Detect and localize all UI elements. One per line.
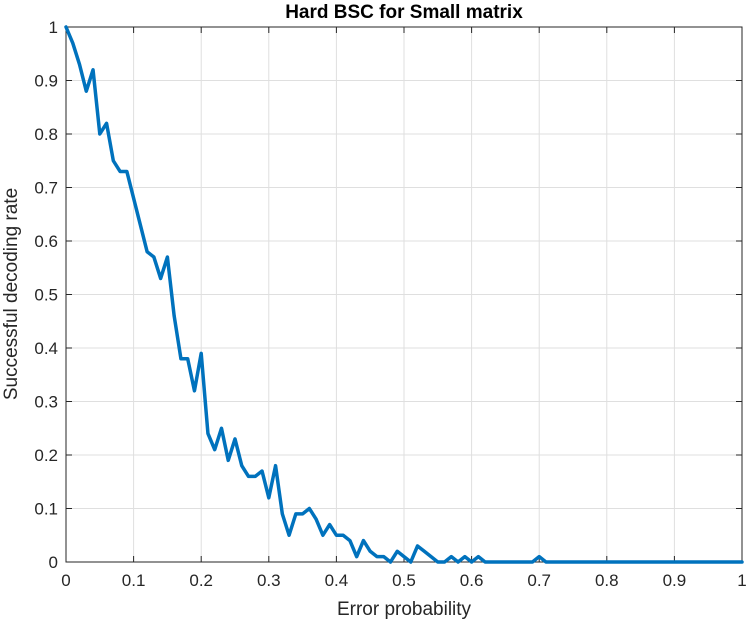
x-tick-label: 0.2 <box>189 571 213 590</box>
y-tick-label: 0.9 <box>34 72 58 91</box>
x-tick-label: 0.8 <box>595 571 619 590</box>
y-axis-label: Successful decoding rate <box>1 188 22 400</box>
y-tick-label: 0.3 <box>34 393 58 412</box>
y-tick-label: 0.8 <box>34 125 58 144</box>
y-tick-label: 0.4 <box>34 339 58 358</box>
x-tick-label: 0.4 <box>325 571 349 590</box>
y-tick-label: 0.5 <box>34 286 58 305</box>
x-tick-label: 1 <box>737 571 746 590</box>
x-tick-label: 0.5 <box>392 571 416 590</box>
y-tick-label: 0.2 <box>34 446 58 465</box>
chart-title: Hard BSC for Small matrix <box>285 2 523 23</box>
series-group <box>64 25 744 564</box>
y-tick-label: 0 <box>49 553 58 572</box>
x-tick-label: 0 <box>61 571 70 590</box>
x-tick-labels: 0 0.1 0.2 0.3 0.4 0.5 0.6 0.7 0.8 0.9 1 <box>61 571 746 590</box>
x-tick-label: 0.1 <box>122 571 146 590</box>
x-tick-label: 0.3 <box>257 571 281 590</box>
y-tick-label: 0.6 <box>34 232 58 251</box>
series-line <box>64 25 744 564</box>
y-tick-label: 1 <box>49 18 58 37</box>
y-tick-label: 0.1 <box>34 500 58 519</box>
y-tick-labels: 0 0.1 0.2 0.3 0.4 0.5 0.6 0.7 0.8 0.9 1 <box>34 18 58 572</box>
x-tick-label: 0.7 <box>527 571 551 590</box>
x-tick-label: 0.9 <box>663 571 687 590</box>
x-axis-label: Error probability <box>337 599 472 620</box>
y-tick-label: 0.7 <box>34 179 58 198</box>
x-tick-label: 0.6 <box>460 571 484 590</box>
